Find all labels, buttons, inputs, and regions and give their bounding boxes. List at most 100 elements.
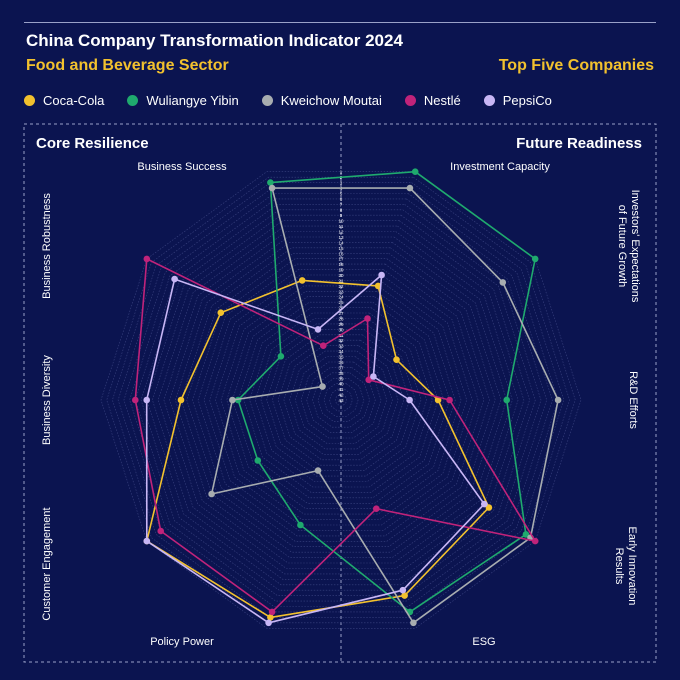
data-point — [268, 608, 276, 616]
data-point — [229, 396, 236, 404]
tick-label: 42 — [338, 393, 344, 398]
axis-label-investment-capacity: Investment Capacity — [450, 161, 550, 173]
axis-label-business-success: Business Success — [137, 161, 227, 173]
data-point — [267, 614, 274, 621]
legend-item-kweichow-moutai: Kweichow Moutai — [261, 93, 382, 108]
tick-label: 34 — [338, 349, 344, 354]
legend-item-nestl: Nestlé — [404, 93, 461, 108]
data-point — [208, 490, 215, 498]
tick-label: 7 — [340, 202, 343, 207]
tick-label: 8 — [340, 208, 343, 213]
data-point — [143, 255, 151, 263]
tick-label: 37 — [338, 365, 344, 370]
data-point — [268, 184, 276, 192]
data-point — [171, 275, 178, 283]
series-pepsico — [143, 271, 488, 627]
legend-item-wuliangye-yibin: Wuliangye Yibin — [127, 93, 239, 108]
tick-label: 13 — [338, 235, 344, 240]
data-point — [319, 383, 326, 390]
panel-frame — [23, 123, 657, 663]
data-point — [373, 505, 380, 512]
data-point — [503, 396, 511, 404]
data-point — [554, 396, 562, 404]
chart-legend: Coca-Cola Wuliangye Yibin Kweichow Moutai N… — [24, 92, 575, 108]
grid-ring — [323, 383, 359, 417]
tick-label: 16 — [338, 251, 344, 256]
panel-title-future-readiness: Future Readiness — [516, 135, 642, 152]
axis-label-policy-power: Policy Power — [150, 636, 214, 648]
grid-ring — [197, 263, 485, 537]
tick-label: 27 — [338, 311, 344, 316]
tick-labels: 1234567891011121314151617181920212223242… — [338, 170, 344, 403]
legend-label: PepsiCo — [502, 92, 552, 108]
chart-title: China Company Transformation Indicator 2… — [26, 31, 403, 50]
tick-label: 23 — [338, 289, 344, 294]
tick-label: 38 — [338, 371, 344, 376]
tick-label: 30 — [338, 327, 344, 332]
tick-label: 24 — [338, 295, 344, 300]
legend-item-pepsico: PepsiCo — [483, 92, 552, 108]
grid-ring — [266, 329, 416, 471]
grid-ring — [146, 214, 536, 586]
data-point — [399, 586, 407, 594]
tick-label: 9 — [340, 213, 343, 218]
data-point — [177, 396, 185, 404]
data-point — [320, 342, 327, 350]
data-point — [401, 592, 408, 599]
tick-label: 35 — [338, 355, 344, 360]
data-point — [406, 184, 414, 192]
grid-ring — [289, 350, 393, 450]
tick-label: 28 — [338, 317, 344, 322]
tick-label: 22 — [338, 284, 344, 289]
grid-ring — [260, 323, 422, 477]
grid-ring — [152, 220, 530, 580]
data-point — [406, 396, 413, 404]
axis-label-business-diversity: Business Diversity — [41, 355, 53, 445]
tick-label: 18 — [338, 262, 344, 267]
axis-label-customer-engagement: Customer Engagement — [41, 507, 53, 620]
data-point — [143, 396, 150, 404]
series-line — [145, 274, 486, 624]
tick-label: 21 — [338, 278, 344, 283]
tick-label: 32 — [338, 338, 344, 343]
tick-label: 41 — [338, 387, 344, 392]
data-point — [267, 179, 274, 186]
data-point — [485, 504, 493, 511]
data-point — [393, 356, 400, 364]
grid-ring — [220, 285, 462, 515]
tick-label: 26 — [338, 306, 344, 311]
tick-label: 6 — [340, 197, 343, 202]
legend-swatch — [24, 94, 35, 106]
data-point — [364, 315, 371, 322]
panel-title-core-resilience: Core Resilience — [36, 135, 149, 152]
axis-label-investors-expectations-of-future-growth: Investors' Expectationsof Future Growth — [616, 190, 641, 303]
data-point — [378, 271, 385, 279]
data-point — [365, 376, 373, 384]
tick-label: 33 — [338, 344, 344, 349]
data-point — [254, 457, 262, 464]
series-line — [134, 258, 537, 613]
data-point — [217, 309, 225, 317]
data-point — [132, 396, 139, 404]
top-rule — [24, 22, 656, 23]
data-point — [499, 279, 507, 286]
data-point — [265, 619, 272, 627]
grid-ring — [283, 345, 399, 455]
tick-label: 12 — [338, 230, 344, 235]
tick-label: 15 — [338, 246, 344, 251]
tick-label: 40 — [338, 382, 344, 387]
tick-label: 11 — [339, 224, 344, 229]
tick-label: 10 — [338, 219, 344, 224]
series-kweichow-moutai — [208, 184, 562, 627]
data-point — [143, 537, 151, 545]
data-point — [481, 500, 488, 508]
data-point — [277, 353, 285, 360]
legend-label: Coca-Cola — [43, 92, 105, 108]
series-wuliangye-yibin — [234, 168, 539, 616]
grid-ring — [306, 367, 376, 433]
data-point — [531, 537, 539, 545]
grid-ring — [192, 258, 490, 542]
data-point — [410, 619, 417, 627]
tick-label: 25 — [338, 300, 344, 305]
